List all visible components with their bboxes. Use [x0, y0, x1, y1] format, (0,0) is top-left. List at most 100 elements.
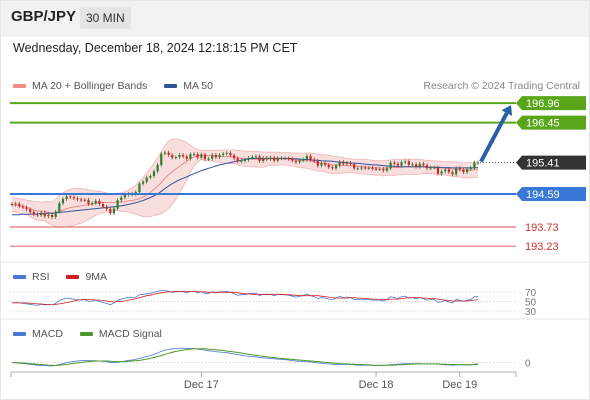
candle-body [58, 203, 61, 212]
candle-body [462, 169, 465, 173]
level-label-193-73: 193.73 [525, 222, 559, 234]
level-tag [516, 155, 586, 170]
candle-body [54, 211, 57, 218]
candle-body [149, 175, 152, 178]
candle-body [72, 197, 75, 199]
candle-body [211, 154, 214, 159]
candle-body [214, 154, 217, 158]
candle-body [160, 153, 163, 165]
candle-body [76, 198, 79, 200]
legend-item-macd-signal: MACD Signal [79, 328, 162, 340]
candle-body [458, 168, 461, 170]
legend-item-rsi-ma: 9MA [66, 271, 107, 283]
level-label-193-23: 193.23 [525, 241, 559, 253]
candle-body [69, 196, 72, 198]
candle-body [447, 169, 450, 173]
candle-body [43, 212, 46, 217]
candle-body [116, 200, 119, 209]
candle-body [200, 154, 203, 158]
candle-body [385, 168, 389, 171]
research-credit: Research © 2024 Trading Central [423, 80, 580, 92]
rsi-legend: RSI 9MA [13, 271, 121, 283]
x-tick-label: Dec 18 [359, 379, 394, 391]
candle-body [47, 214, 50, 217]
candle-body [25, 207, 28, 210]
candle-body [396, 163, 400, 166]
candle-body [101, 203, 105, 207]
forecast-arrow-head [501, 105, 513, 116]
candle-body [469, 167, 472, 170]
symbol-title: GBP/JPY [11, 8, 77, 25]
candle-body [80, 199, 83, 201]
candle-body [29, 209, 32, 213]
level-tag [516, 115, 586, 130]
candle-body [145, 177, 148, 182]
candle-body [294, 160, 298, 163]
candle-body [345, 162, 349, 165]
candle-body [90, 203, 94, 205]
legend-swatch-rsi-ma [66, 275, 80, 280]
candle-body [353, 164, 356, 169]
candle-body [87, 199, 90, 204]
main-legend: MA 20 + Bollinger Bands MA 50 [13, 80, 227, 92]
legend-label-macd: MACD [32, 328, 63, 340]
candle-body [298, 160, 301, 163]
candle-body [302, 159, 305, 161]
legend-label-rsi-ma: 9MA [85, 271, 108, 283]
legend-swatch-bollinger [13, 84, 26, 89]
bollinger-band-area [12, 138, 478, 228]
level-label-195-41: 195.41 [526, 158, 560, 170]
candle-body [192, 154, 196, 156]
candle-body [112, 208, 116, 214]
candle-body [378, 169, 381, 171]
candle-body [178, 154, 181, 158]
candle-body [338, 161, 341, 166]
candle-body [10, 203, 14, 205]
candle-body [229, 152, 232, 156]
x-tick-label: Dec 17 [184, 379, 219, 391]
candle-body [444, 169, 447, 172]
legend-swatch-rsi [13, 275, 26, 280]
candle-body [240, 160, 243, 162]
candle-body [291, 159, 294, 161]
candle-body [36, 214, 39, 216]
candle-body [174, 157, 177, 159]
candle-body [254, 156, 258, 158]
rsi-ma-line [12, 290, 479, 306]
legend-swatch-ma50 [164, 84, 178, 89]
level-label-196-45: 196.45 [526, 118, 560, 130]
candle-body [323, 163, 327, 165]
candle-body [123, 194, 126, 198]
candle-body [280, 157, 283, 159]
rsi-tick-label: 50 [525, 298, 537, 309]
candle-body [269, 157, 272, 160]
candle-body [371, 167, 374, 169]
candle-body [451, 172, 454, 175]
candle-body [138, 183, 141, 193]
candle-body [436, 167, 440, 174]
candle-body [207, 158, 210, 160]
legend-swatch-macd-signal [79, 332, 93, 337]
candle-body [374, 168, 378, 170]
candle-body [389, 162, 392, 169]
candle-body [415, 164, 418, 167]
bollinger-lower-line [12, 159, 478, 228]
candle-body [189, 154, 192, 159]
level-tag [516, 96, 586, 111]
candle-body [65, 196, 68, 200]
candle-body [360, 167, 363, 169]
candle-body [258, 156, 261, 162]
legend-label-ma50: MA 50 [183, 80, 213, 92]
candle-body [61, 199, 65, 204]
candle-body [141, 181, 145, 184]
candle-body [327, 164, 330, 168]
timeframe-button[interactable]: 30 MIN [80, 7, 131, 29]
macd-signal-line [12, 348, 478, 367]
legend-swatch-macd [13, 332, 26, 337]
level-label-196-96: 196.96 [526, 98, 560, 110]
candle-body [14, 203, 17, 205]
candle-body [287, 158, 290, 160]
macd-tick-label: 0 [525, 359, 531, 370]
candle-body [105, 206, 108, 209]
